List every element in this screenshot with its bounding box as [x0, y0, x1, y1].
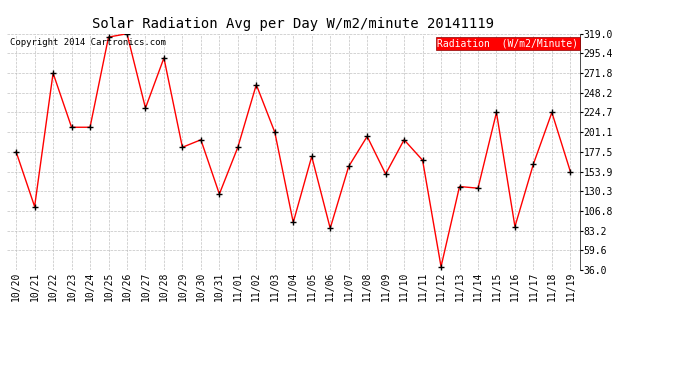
Text: Radiation  (W/m2/Minute): Radiation (W/m2/Minute): [437, 39, 578, 48]
Text: Copyright 2014 Cartronics.com: Copyright 2014 Cartronics.com: [10, 39, 166, 48]
Title: Solar Radiation Avg per Day W/m2/minute 20141119: Solar Radiation Avg per Day W/m2/minute …: [92, 17, 494, 31]
